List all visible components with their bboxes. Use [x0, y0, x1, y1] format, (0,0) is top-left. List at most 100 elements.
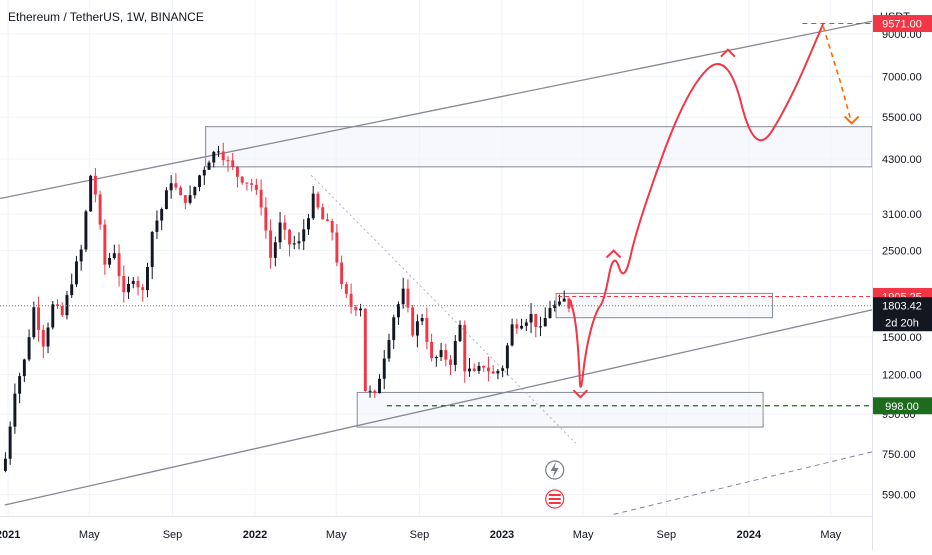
candle-body — [382, 358, 386, 379]
candle-body — [259, 189, 263, 208]
price-axis-bg — [872, 0, 932, 550]
target-price-badge-label: 9571.00 — [882, 19, 922, 31]
flag-stripe — [548, 502, 561, 504]
candle-body — [112, 253, 116, 259]
candle-body — [496, 370, 500, 374]
candle-body — [486, 367, 490, 372]
price-tick-label: 4300.00 — [882, 154, 922, 166]
candle-body — [501, 368, 505, 371]
candle-body — [269, 230, 273, 258]
candle-body — [60, 306, 64, 316]
candle-body — [65, 295, 69, 316]
projection-dashed-path — [822, 26, 853, 124]
target-price-badge-bg — [873, 15, 932, 33]
projection-path — [569, 23, 825, 388]
candle-body — [430, 341, 434, 359]
candle-body — [240, 176, 244, 183]
candle-body — [330, 220, 334, 233]
candle-body — [520, 325, 524, 329]
candle-body — [302, 229, 306, 242]
candle-body — [103, 224, 107, 265]
candle-body — [311, 193, 315, 219]
candle-body — [453, 341, 457, 365]
candle-body — [13, 393, 17, 427]
time-tick-label: Sep — [163, 529, 183, 541]
time-tick-label: 2024 — [737, 529, 762, 541]
candle-body — [8, 426, 12, 459]
price-tick-label: 2500.00 — [882, 246, 922, 258]
candle-body — [278, 222, 282, 243]
symbol-title[interactable]: Ethereum / TetherUS, 1W, BINANCE — [8, 10, 204, 24]
candle-body — [335, 232, 339, 263]
candle-body — [141, 287, 145, 291]
candle-body — [22, 359, 26, 377]
candle-body — [458, 324, 462, 342]
candle-body — [401, 288, 405, 305]
candle-body — [529, 313, 533, 323]
candle-body — [193, 186, 197, 196]
candle-body — [392, 317, 396, 341]
time-axis-bg — [0, 516, 872, 550]
price-tick-label: 5500.00 — [882, 112, 922, 124]
price-zone-box — [205, 126, 873, 168]
candle-body — [188, 195, 192, 203]
support-price-badge-bg — [873, 397, 932, 415]
candle-body — [387, 340, 391, 359]
channel-lower-line — [4, 309, 873, 506]
time-tick-label: 2023 — [490, 529, 514, 541]
candle-body — [117, 253, 121, 277]
levels-layer — [0, 23, 872, 407]
candle-body — [98, 194, 102, 225]
candle-body — [122, 276, 126, 293]
time-tick-label: May — [573, 529, 594, 541]
current-price-badge-label: 1803.42 — [882, 301, 922, 313]
candle-body — [548, 307, 552, 318]
candle-body — [534, 313, 538, 327]
candle-body — [273, 242, 277, 258]
candle-body — [425, 318, 429, 342]
candle-body — [207, 162, 211, 170]
candle-body — [482, 365, 486, 368]
candle-body — [354, 306, 358, 311]
price-axis[interactable]: USDT9000.007000.005500.004300.003100.002… — [872, 0, 932, 550]
candle-body — [169, 183, 173, 191]
time-tick-label: May — [79, 529, 100, 541]
candle-body — [79, 249, 83, 262]
candle-body — [396, 304, 400, 318]
candle-body — [108, 258, 112, 265]
candle-body — [477, 365, 481, 371]
trendlines-layer — [0, 20, 873, 515]
price-zone-box — [555, 292, 774, 319]
candle-body — [32, 307, 36, 338]
candle-body — [368, 390, 372, 392]
candle-body — [127, 283, 131, 293]
price-tick-label: 3100.00 — [882, 209, 922, 221]
candle-body — [505, 345, 509, 369]
candle-body — [51, 304, 55, 328]
arrowhead-icon — [572, 389, 589, 399]
grid-layer — [0, 0, 872, 516]
candle-body — [472, 368, 476, 371]
candles-layer — [3, 142, 571, 473]
candle-body — [226, 160, 230, 162]
candle-body — [283, 222, 287, 230]
candle-body — [349, 293, 353, 307]
candle-body — [70, 284, 74, 296]
time-tick-label: Sep — [410, 529, 430, 541]
time-axis[interactable]: 2021 May Sep 2022 May Sep 2023 May Sep 2024 May — [0, 516, 872, 550]
candle-body — [179, 187, 183, 196]
projection-layer — [569, 23, 860, 399]
candle-body — [524, 322, 528, 326]
candle-body — [292, 243, 296, 245]
candle-body — [321, 207, 325, 220]
candle-body — [307, 218, 310, 230]
candle-body — [146, 267, 149, 291]
candle-body — [359, 308, 363, 311]
candle-body — [131, 280, 135, 284]
candle-body — [491, 371, 495, 374]
candle-body — [221, 151, 225, 161]
candle-body — [84, 211, 88, 250]
